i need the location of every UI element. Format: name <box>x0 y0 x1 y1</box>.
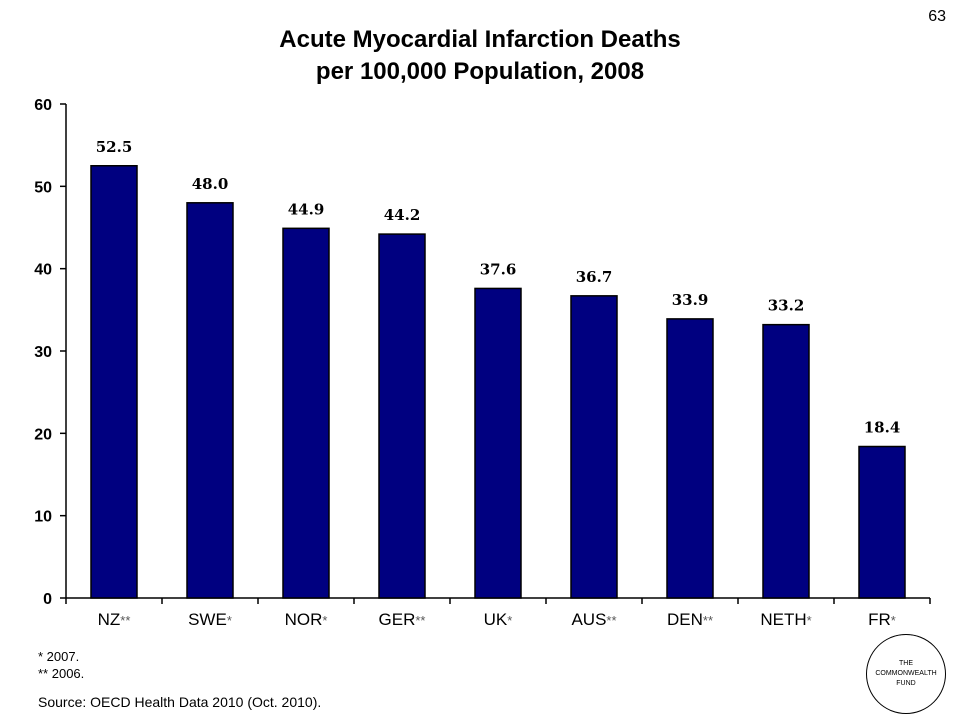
chart-title-line-1: Acute Myocardial Infarction Deaths <box>279 26 681 53</box>
source-note: Source: OECD Health Data 2010 (Oct. 2010… <box>38 694 322 710</box>
logo-line-3: FUND <box>896 680 916 687</box>
category-year-mark: * <box>227 613 232 628</box>
x-tick-label: GER** <box>379 610 426 629</box>
bar-ger <box>378 233 426 599</box>
category-year-mark: ** <box>120 613 130 628</box>
x-tick-label: SWE* <box>188 610 232 629</box>
y-tick-label: 30 <box>34 344 52 361</box>
slide-number: 63 <box>928 8 946 25</box>
y-tick-label: 50 <box>34 179 52 196</box>
category-name: FR <box>868 610 891 629</box>
bar-uk <box>474 287 522 599</box>
y-tick-label: 0 <box>43 591 52 608</box>
footnote-2007: * 2007. <box>38 649 80 664</box>
category-year-mark: * <box>507 613 512 628</box>
category-name: NZ <box>98 610 121 629</box>
bar-swe <box>186 202 234 599</box>
bar-nor <box>282 227 330 599</box>
category-year-mark: ** <box>703 613 713 628</box>
chart-title: Acute Myocardial Infarction Deaths per 1… <box>0 24 960 88</box>
data-label: 44.2 <box>384 206 421 224</box>
y-tick-label: 60 <box>34 97 52 114</box>
bar-fr <box>858 445 906 599</box>
y-tick-label: 40 <box>34 262 52 279</box>
x-tick-label: NOR* <box>285 610 328 629</box>
bar-nz <box>90 165 138 599</box>
category-year-mark: * <box>807 613 812 628</box>
x-tick-label: NETH* <box>760 610 811 629</box>
y-tick-label: 10 <box>34 509 52 526</box>
data-label: 48.0 <box>192 175 229 193</box>
data-label: 33.9 <box>672 291 709 309</box>
category-name: GER <box>379 610 416 629</box>
data-label: 18.4 <box>864 419 901 437</box>
data-label: 33.2 <box>768 297 805 315</box>
data-label: 44.9 <box>288 200 325 218</box>
category-name: AUS <box>571 610 606 629</box>
logo-line-1: THE <box>899 660 913 667</box>
category-year-mark: * <box>322 613 327 628</box>
category-name: UK <box>484 610 508 629</box>
chart-title-line-2: per 100,000 Population, 2008 <box>315 58 645 85</box>
x-tick-label: AUS** <box>571 610 616 629</box>
x-tick-label: FR* <box>868 610 896 629</box>
bar-aus <box>570 295 618 599</box>
x-tick-label: NZ** <box>98 610 131 629</box>
data-label: 36.7 <box>576 268 613 286</box>
logo-line-2: COMMONWEALTH <box>875 670 937 677</box>
data-label: 37.6 <box>480 260 517 278</box>
category-name: DEN <box>667 610 703 629</box>
category-name: NOR <box>285 610 323 629</box>
x-tick-label: UK* <box>484 610 513 629</box>
category-year-mark: ** <box>415 613 425 628</box>
bar-den <box>666 318 714 599</box>
commonwealth-fund-logo: THE COMMONWEALTH FUND <box>866 634 946 714</box>
y-tick-label: 20 <box>34 426 52 443</box>
footnotes: * 2007. ** 2006. <box>38 648 84 682</box>
category-year-mark: ** <box>606 613 616 628</box>
bar-neth <box>762 323 810 599</box>
category-name: SWE <box>188 610 227 629</box>
x-tick-label: DEN** <box>667 610 713 629</box>
footnote-2006: ** 2006. <box>38 666 85 681</box>
category-name: NETH <box>760 610 806 629</box>
data-label: 52.5 <box>96 138 133 156</box>
category-year-mark: * <box>891 613 896 628</box>
